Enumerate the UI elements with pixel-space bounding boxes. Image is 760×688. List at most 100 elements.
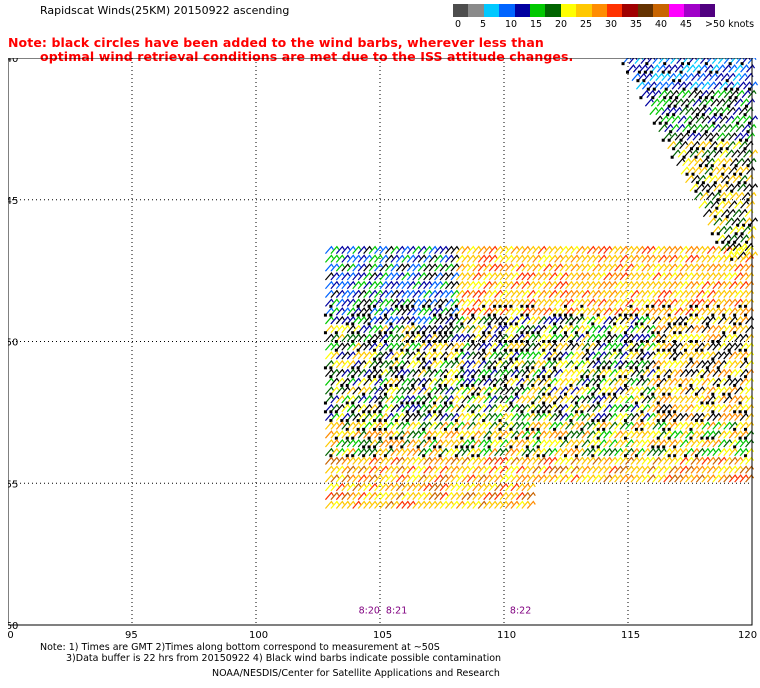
wind-barb bbox=[640, 412, 651, 423]
wind-barb bbox=[537, 395, 547, 404]
wind-barb bbox=[652, 395, 662, 404]
wind-barb bbox=[554, 465, 564, 474]
wind-barb bbox=[390, 280, 400, 290]
wind-barb bbox=[715, 200, 726, 210]
wind-barb bbox=[597, 465, 607, 474]
wind-barb bbox=[570, 271, 580, 281]
wind-barb bbox=[732, 72, 742, 82]
wind-barb bbox=[729, 191, 739, 201]
wind-barb bbox=[701, 307, 711, 316]
wind-barb bbox=[411, 333, 422, 343]
wind-barb bbox=[734, 359, 744, 369]
wind-barb bbox=[505, 447, 514, 457]
wind-barb bbox=[477, 324, 487, 334]
wind-barb bbox=[698, 157, 709, 168]
wind-barb bbox=[445, 307, 454, 316]
wind-barb bbox=[683, 115, 693, 124]
wind-barb bbox=[652, 447, 662, 457]
wind-barb bbox=[596, 412, 607, 423]
wind-barb bbox=[661, 72, 671, 82]
wind-barb bbox=[575, 456, 585, 465]
wind-barb bbox=[352, 474, 362, 483]
wind-barb bbox=[449, 395, 460, 405]
wind-barb bbox=[525, 342, 536, 352]
wind-barb bbox=[574, 324, 585, 335]
wind-barb bbox=[656, 395, 667, 405]
wind-barb bbox=[646, 289, 656, 298]
wind-barb bbox=[630, 324, 640, 334]
wind-barb bbox=[581, 271, 591, 281]
wind-barb bbox=[427, 359, 438, 370]
wind-barb bbox=[400, 430, 411, 440]
wind-barb bbox=[592, 280, 602, 290]
wind-barb bbox=[575, 271, 585, 281]
wind-barb bbox=[526, 254, 536, 263]
wind-barb bbox=[406, 500, 416, 509]
wind-barb bbox=[357, 430, 367, 439]
wind-barb bbox=[570, 298, 580, 307]
time-labels: 8:20 8:21 8:22 bbox=[359, 606, 532, 617]
wind-barb bbox=[472, 289, 482, 298]
wind-barb bbox=[630, 412, 640, 421]
wind-barb bbox=[607, 359, 618, 370]
wind-barb bbox=[592, 324, 602, 334]
wind-barb bbox=[505, 351, 514, 360]
wind-barb bbox=[385, 351, 394, 360]
wind-barb bbox=[717, 324, 727, 334]
wind-barb bbox=[450, 377, 460, 386]
wind-barb bbox=[717, 412, 727, 421]
wind-barb bbox=[723, 58, 733, 65]
wind-barb bbox=[689, 140, 700, 151]
wind-barb bbox=[723, 225, 733, 235]
wind-barb bbox=[664, 123, 674, 133]
wind-barb bbox=[494, 289, 504, 298]
wind-barb bbox=[559, 456, 569, 465]
wind-barb bbox=[732, 208, 742, 218]
wind-barb bbox=[668, 456, 678, 465]
wind-barb bbox=[739, 289, 749, 298]
wind-barb bbox=[412, 447, 422, 457]
wind-barb bbox=[738, 242, 748, 252]
wind-barb bbox=[357, 403, 367, 413]
wind-barb bbox=[685, 430, 695, 439]
wind-barb bbox=[564, 324, 575, 335]
wind-barb bbox=[619, 280, 629, 290]
wind-barb bbox=[466, 491, 476, 501]
wind-barb bbox=[455, 280, 465, 290]
wind-barb bbox=[673, 351, 684, 361]
wind-barb bbox=[434, 386, 444, 395]
wind-barb bbox=[619, 403, 629, 413]
wind-barb bbox=[445, 254, 454, 263]
wind-barb bbox=[559, 395, 569, 404]
wind-barb bbox=[368, 377, 378, 386]
wind-barb bbox=[543, 315, 553, 325]
wind-barb bbox=[390, 456, 400, 465]
wind-barb bbox=[586, 386, 596, 395]
wind-barb bbox=[505, 280, 514, 290]
wind-barb bbox=[543, 263, 553, 272]
wind-barb bbox=[341, 456, 351, 465]
wind-barb bbox=[499, 263, 509, 272]
wind-barb bbox=[368, 421, 378, 430]
wind-barb bbox=[509, 315, 520, 326]
wind-barb bbox=[509, 395, 520, 405]
wind-barb bbox=[390, 245, 400, 255]
wind-barb bbox=[531, 298, 542, 308]
wind-barb bbox=[554, 280, 564, 290]
wind-barb bbox=[351, 333, 362, 343]
wind-barb bbox=[363, 280, 373, 290]
wind-barb bbox=[570, 245, 580, 255]
wind-barb bbox=[356, 307, 367, 317]
wind-barb bbox=[341, 307, 351, 316]
wind-barb bbox=[674, 280, 684, 290]
wind-barb bbox=[499, 342, 509, 351]
wind-barb bbox=[335, 491, 345, 501]
wind-barb bbox=[586, 315, 596, 325]
wind-barb bbox=[428, 447, 438, 457]
legend-tick-label: 15 bbox=[530, 19, 543, 30]
wind-barb bbox=[510, 245, 520, 255]
wind-barb bbox=[727, 234, 738, 244]
wind-barb bbox=[510, 263, 520, 272]
wind-barb bbox=[505, 289, 514, 298]
wind-barb bbox=[385, 403, 394, 413]
